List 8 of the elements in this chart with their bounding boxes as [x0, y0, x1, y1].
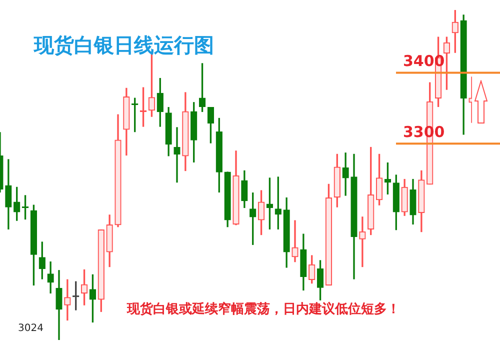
text: 现货白银日线运行图	[34, 32, 214, 59]
candlestick	[342, 152, 349, 196]
candlestick	[64, 279, 71, 321]
annotation: 3024	[18, 323, 44, 334]
candlestick	[292, 220, 298, 262]
candlestick	[174, 127, 180, 183]
annotation: 现货白银或延续窄幅震荡，日内建议低位短多！	[127, 300, 400, 318]
candlestick	[359, 216, 366, 268]
